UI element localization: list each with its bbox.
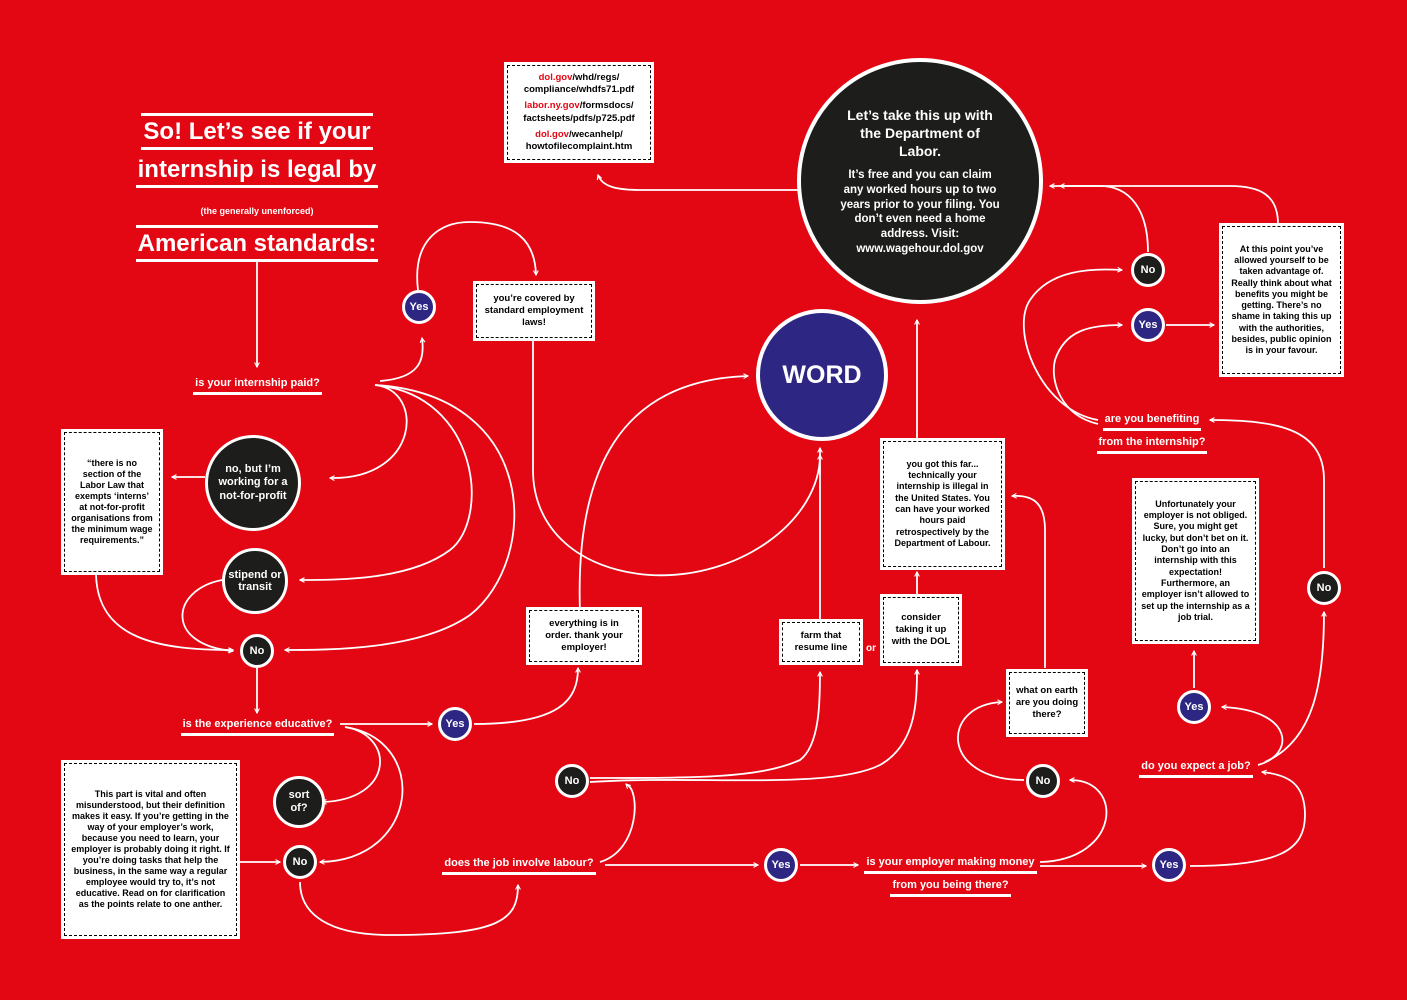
answer-job-no: No xyxy=(1307,571,1341,605)
technically-illegal-box: you got this far... technically your int… xyxy=(880,438,1005,570)
line-no-to-consider xyxy=(589,670,917,783)
line-doing-to-illegal xyxy=(1012,496,1046,668)
line-paid-to-stipend xyxy=(300,384,473,580)
question-expect-a-job: do you expect a job? xyxy=(1133,761,1259,778)
line-yes-to-job xyxy=(1189,772,1306,867)
question-job-involve-labour: does the job involve labour? xyxy=(438,858,600,875)
question-internship-paid: is your internship paid? xyxy=(180,378,335,395)
line-educative-to-sortof xyxy=(322,726,381,802)
answer-educative-yes: Yes xyxy=(438,707,472,741)
title-line-2: internship is legal by xyxy=(100,154,414,188)
or-label: or xyxy=(866,643,876,654)
not-for-profit-note: “there is no section of the Labor Law th… xyxy=(61,429,163,575)
answer-benefiting-no: No xyxy=(1131,253,1165,287)
everything-in-order-box: everything is in order. thank your emplo… xyxy=(526,607,642,665)
line-paid-to-nonprofit xyxy=(330,384,408,478)
line-order-to-word xyxy=(578,376,748,613)
dol-body: It’s free and you can claim any worked h… xyxy=(840,169,1000,255)
line-dol-to-links xyxy=(598,175,800,191)
not-for-profit-circle: no, but I’m working for a not-for-profit xyxy=(205,435,301,531)
line-stipend-to-no xyxy=(181,579,233,651)
word-circle: WORD xyxy=(756,309,888,441)
question-benefiting: are you benefiting xyxy=(1093,414,1211,431)
answer-paid-yes: Yes xyxy=(402,290,436,324)
line-yes-to-order xyxy=(473,668,578,725)
line-job-to-yes xyxy=(1222,707,1284,766)
line-yes-to-covered xyxy=(416,221,536,291)
line-benefiting-to-yes xyxy=(1053,325,1122,425)
line-note-to-no xyxy=(95,571,233,650)
answer-money-no: No xyxy=(1026,764,1060,798)
line-advantage-to-dol xyxy=(1060,186,1279,225)
question-experience-educative: is the experience educative? xyxy=(175,719,340,736)
link-p725[interactable]: labor.ny.gov/formsdocs/factsheets/pdfs/p… xyxy=(523,100,635,124)
line-no-to-farm xyxy=(589,672,820,779)
dol-heading: Let’s take this up with the Department o… xyxy=(847,106,993,159)
link-whdfs71[interactable]: dol.gov/whd/regs/compliance/whdfs71.pdf xyxy=(523,72,635,96)
line-money-to-no xyxy=(1039,780,1108,863)
taken-advantage-note: At this point you’ve allowed yourself to… xyxy=(1219,223,1344,377)
line-labour-to-no xyxy=(599,784,636,863)
title-line-1: So! Let’s see if your xyxy=(100,113,414,150)
answer-job-yes: Yes xyxy=(1177,690,1211,724)
stipend-or-transit-circle: stipend or transit xyxy=(222,548,288,614)
dol-links-box: dol.gov/whd/regs/compliance/whdfs71.pdf … xyxy=(504,62,654,163)
title-subtitle: (the generally unenforced) xyxy=(200,206,314,216)
answer-labour-yes: Yes xyxy=(764,848,798,882)
answer-paid-no: No xyxy=(240,634,274,668)
line-no-to-labour xyxy=(299,881,518,936)
sort-of-circle: sort of? xyxy=(273,776,325,828)
line-paid-to-no xyxy=(285,384,516,650)
question-benefiting-2: from the internship? xyxy=(1093,437,1211,454)
line-job-to-no xyxy=(1264,612,1324,763)
line-educative-to-no xyxy=(320,726,404,862)
answer-labour-no: No xyxy=(555,764,589,798)
covered-box: you’re covered by standard employment la… xyxy=(473,281,595,341)
what-are-you-doing-box: what on earth are you doing there? xyxy=(1006,669,1088,737)
consider-dol-box: consider taking it up with the DOL xyxy=(880,594,962,666)
question-employer-making-money: is your employer making money xyxy=(858,857,1043,874)
answer-money-yes: Yes xyxy=(1152,848,1186,882)
answer-educative-no: No xyxy=(283,845,317,879)
line-no-to-benefiting xyxy=(1210,420,1325,568)
question-employer-making-money-2: from you being there? xyxy=(858,880,1043,897)
line-benefiting-to-no xyxy=(1022,269,1122,421)
not-obliged-note: Unfortunately your employer is not oblig… xyxy=(1132,478,1259,644)
line-no-to-doing xyxy=(957,702,1025,781)
line-covered-to-word xyxy=(532,338,820,577)
line-paid-to-yes xyxy=(379,338,423,382)
answer-benefiting-yes: Yes xyxy=(1131,308,1165,342)
department-of-labor-circle: Let’s take this up with the Department o… xyxy=(797,58,1043,304)
title-line-3: American standards: xyxy=(100,225,414,262)
educative-definition-note: This part is vital and often misundersto… xyxy=(61,760,240,939)
farm-resume-line-box: farm that resume line xyxy=(779,619,863,665)
line-no-to-dol xyxy=(1050,186,1149,253)
link-complaint[interactable]: dol.gov/wecanhelp/howtofilecomplaint.htm xyxy=(525,128,633,152)
